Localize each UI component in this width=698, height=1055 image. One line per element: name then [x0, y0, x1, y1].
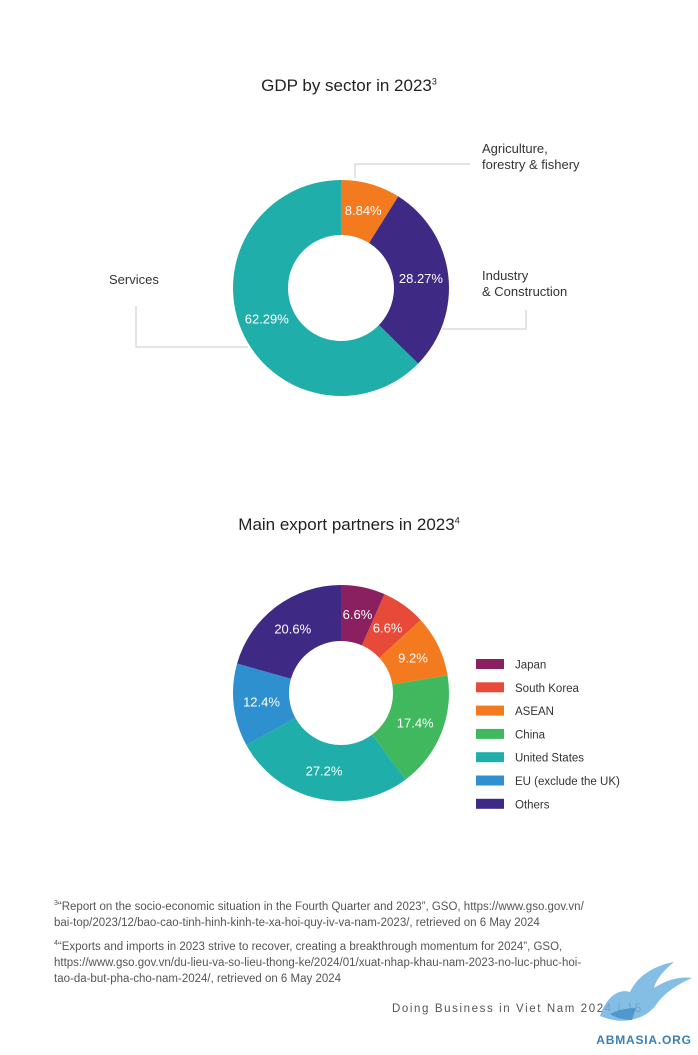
footnote-4-number: 4 — [54, 940, 58, 948]
export-label-south-korea: 6.6% — [373, 620, 403, 635]
footnote-4: 4“Exports and imports in 2023 strive to … — [54, 939, 634, 987]
legend-swatch-japan — [476, 659, 504, 669]
legend-label-asean: ASEAN — [515, 706, 554, 718]
footnotes: 3“Report on the socio-economic situation… — [54, 899, 634, 995]
page-footer: Doing Business in Viet Nam 2024 | 15 — [392, 1003, 643, 1015]
export-slice-china — [372, 675, 449, 780]
gdp-leader-line-services — [135, 306, 248, 348]
footnote-4-line-3: tao-da-but-pha-cho-nam-2024/, retrieved … — [54, 973, 342, 985]
legend-swatch-asean — [476, 705, 504, 716]
legend-label-china: China — [515, 729, 546, 741]
export-legend: Japan South Korea ASEAN China United States E… — [476, 659, 620, 811]
footnote-3-line-1: “Report on the socio-economic situation … — [57, 901, 584, 913]
export-label-japan: 6.6% — [343, 607, 373, 622]
export-slice-eu-exclude-the-uk — [233, 663, 296, 746]
export-label-united-states: 27.2% — [306, 764, 343, 779]
legend-label-united-states: United States — [515, 753, 584, 765]
watermark-text: ABMASIA.ORG — [596, 1033, 691, 1047]
bird-logo-icon: ABMASIA.ORG — [596, 962, 692, 1047]
gdp-slice-services — [232, 180, 419, 396]
gdp-callout-agriculture-forestry-fishery-line-1: Agriculture, — [482, 141, 548, 156]
chart2-title-text: Main export partners in 2023 — [238, 515, 455, 534]
chart1-title-footnote-ref: 3 — [431, 76, 437, 87]
legend-label-others: Others — [515, 799, 550, 811]
export-donut-chart: 6.6%6.6% 9.2% 17.4% 27.2% 12.4% 20.6% — [233, 585, 449, 801]
legend-swatch-china — [476, 728, 504, 739]
legend-swatch-south-korea — [476, 682, 504, 693]
export-label-others: 20.6% — [274, 622, 311, 637]
export-label-eu-exclude-the-uk: 12.4% — [243, 695, 280, 710]
legend-label-japan: Japan — [515, 660, 546, 672]
chart2-title: Main export partners in 20234 — [0, 515, 698, 535]
gdp-label-agriculture-forestry-fishery: 8.84% — [345, 203, 382, 218]
export-slice-japan — [341, 585, 385, 646]
gdp-callout-industry-construction-line-2: & Construction — [482, 284, 567, 299]
export-slice-united-states — [246, 718, 406, 801]
export-label-china: 17.4% — [397, 715, 434, 730]
gdp-slice-agriculture-forestry-fishery — [341, 180, 399, 244]
gdp-label-services: 62.29% — [245, 312, 290, 327]
gdp-callouts: Agriculture,forestry & fishery Industry& … — [109, 141, 580, 348]
footnote-4-line-1: “Exports and imports in 2023 strive to r… — [57, 941, 563, 953]
legend-swatch-united-states — [476, 752, 504, 763]
export-label-asean: 9.2% — [398, 651, 428, 666]
gdp-donut-chart: 8.84% 28.27% 62.29% — [232, 180, 449, 396]
gdp-slice-industry-construction — [369, 196, 449, 364]
footnote-3-line-2: bai-top/2023/12/bao-cao-tinh-hinh-kinh-t… — [54, 917, 540, 929]
gdp-label-industry-construction: 28.27% — [399, 271, 444, 286]
chart2-title-footnote-ref: 4 — [454, 515, 460, 526]
export-slice-asean — [379, 620, 448, 685]
chart1-title: GDP by sector in 20233 — [0, 76, 698, 96]
gdp-callout-agriculture-forestry-fishery-line-2: forestry & fishery — [482, 157, 580, 172]
legend-swatch-others — [476, 798, 504, 809]
legend-label-south-korea: South Korea — [515, 683, 580, 695]
gdp-leader-line-agriculture-forestry-fishery — [354, 163, 470, 178]
legend-label-eu-exclude-the-uk: EU (exclude the UK) — [515, 776, 620, 788]
gdp-callout-industry-construction-line-1: Industry — [482, 268, 529, 283]
legend-swatch-eu-exclude-the-uk — [476, 775, 504, 786]
footnote-3-number: 3 — [54, 900, 58, 908]
gdp-leader-line-industry-construction — [442, 310, 527, 330]
gdp-callout-services-line-1: Services — [109, 272, 159, 287]
chart1-title-text: GDP by sector in 2023 — [261, 76, 432, 95]
footnote-4-line-2: https://www.gso.gov.vn/du-lieu-va-so-lie… — [54, 957, 582, 969]
export-slice-south-korea — [361, 594, 421, 658]
footnote-3: 3“Report on the socio-economic situation… — [54, 899, 634, 931]
export-slice-others — [237, 585, 341, 679]
